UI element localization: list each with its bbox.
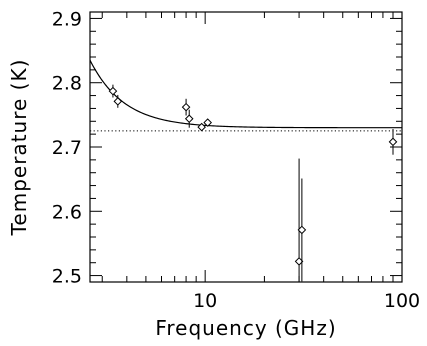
y-tick-label: 2.6 bbox=[52, 201, 82, 223]
data-point bbox=[197, 122, 206, 132]
data-point bbox=[108, 86, 118, 96]
plot-frame bbox=[89, 11, 403, 283]
axis-ticks: 2.5 2.6 2.7 2.8 2.9 10 100 bbox=[52, 8, 420, 312]
y-tick-label: 2.5 bbox=[52, 266, 82, 288]
data-point bbox=[184, 114, 194, 124]
y-tick-label: 2.8 bbox=[52, 73, 82, 95]
data-point bbox=[181, 102, 191, 112]
plot-area bbox=[89, 59, 402, 282]
y-axis-label: Temperature (K) bbox=[7, 59, 31, 237]
x-tick-label: 100 bbox=[384, 290, 420, 312]
y-tick-label: 2.7 bbox=[52, 137, 82, 159]
data-point bbox=[113, 97, 123, 106]
x-axis-label: Frequency (GHz) bbox=[155, 316, 336, 340]
data-point bbox=[203, 118, 212, 127]
fit-curve bbox=[89, 59, 402, 129]
data-point bbox=[388, 137, 398, 147]
y-tick-label: 2.9 bbox=[52, 8, 82, 30]
x-tick-label: 10 bbox=[193, 290, 217, 312]
data-point bbox=[297, 225, 307, 235]
